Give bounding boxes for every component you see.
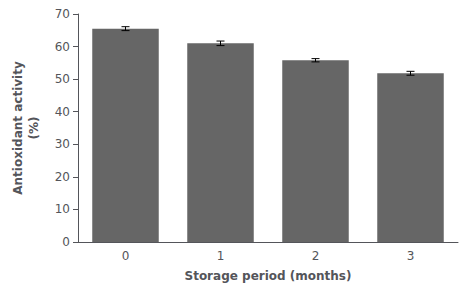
svg-text:40: 40 xyxy=(55,105,70,119)
svg-text:3: 3 xyxy=(407,249,415,263)
svg-text:30: 30 xyxy=(55,137,70,151)
svg-text:0: 0 xyxy=(122,249,130,263)
svg-text:20: 20 xyxy=(55,170,70,184)
svg-text:60: 60 xyxy=(55,40,70,54)
svg-text:70: 70 xyxy=(55,7,70,21)
svg-text:2: 2 xyxy=(312,249,320,263)
svg-text:50: 50 xyxy=(55,72,70,86)
svg-text:1: 1 xyxy=(217,249,225,263)
svg-text:(%): (%) xyxy=(27,117,41,140)
svg-text:Storage period (months): Storage period (months) xyxy=(185,269,352,283)
svg-text:10: 10 xyxy=(55,202,70,216)
svg-text:0: 0 xyxy=(62,235,70,249)
svg-text:Antioxidant activity: Antioxidant activity xyxy=(11,61,25,195)
